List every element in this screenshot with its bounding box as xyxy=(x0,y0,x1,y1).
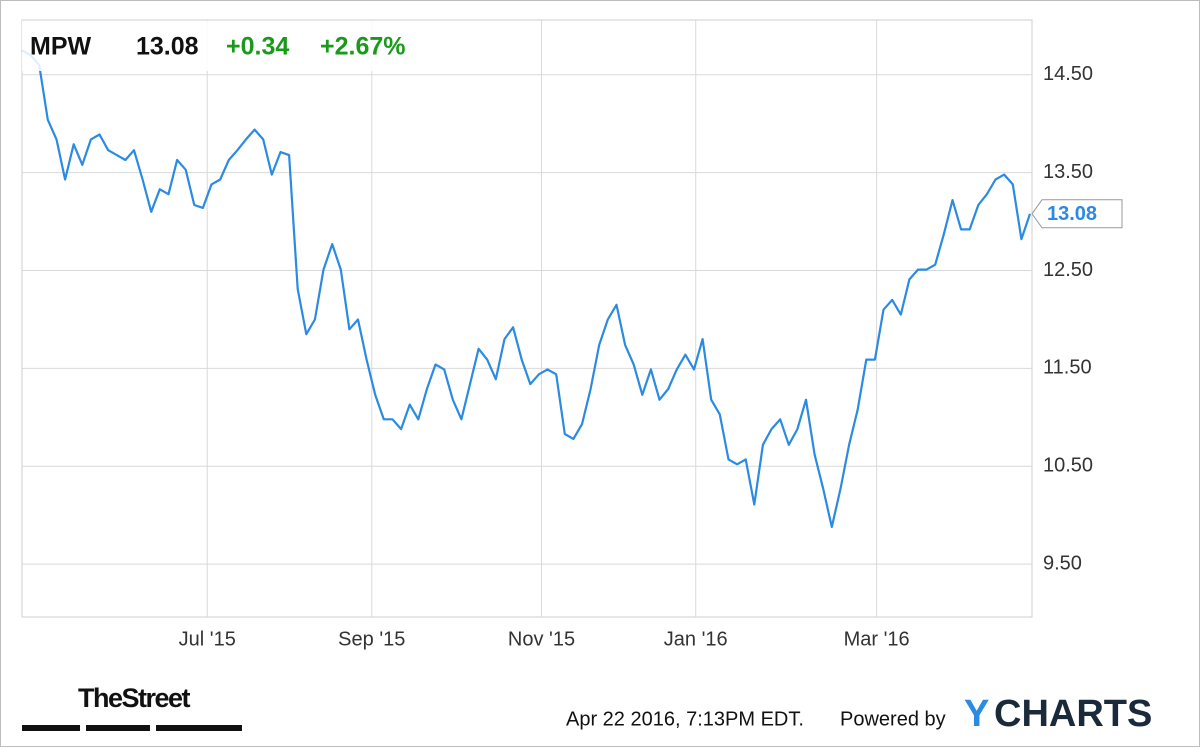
grid xyxy=(22,20,1032,617)
powered-by: Powered by xyxy=(840,708,946,730)
last-value-label: 13.08 xyxy=(1047,203,1097,225)
y-tick-label: 12.50 xyxy=(1043,259,1093,281)
logo-bar xyxy=(22,725,80,731)
last-value-tag xyxy=(1031,199,1123,229)
y-tick-label: 10.50 xyxy=(1043,455,1093,477)
x-tick-label: Jan '16 xyxy=(664,628,728,650)
y-tick-label: 14.50 xyxy=(1043,63,1093,85)
y-tick-label: 9.50 xyxy=(1043,552,1082,574)
logo-rest: CHARTS xyxy=(994,693,1152,735)
symbol: MPW xyxy=(30,33,92,61)
source-logo: TheStreet xyxy=(78,683,191,713)
y-tick-label: 13.50 xyxy=(1043,161,1093,183)
x-tick-label: Jul '15 xyxy=(179,628,236,650)
header-box xyxy=(22,21,446,71)
change-pct: +2.67% xyxy=(320,33,406,61)
x-tick-label: Sep '15 xyxy=(338,628,405,650)
logo-y: Y xyxy=(964,693,989,735)
price: 13.08 xyxy=(136,33,199,61)
x-tick-label: Nov '15 xyxy=(508,628,575,650)
logo-bar xyxy=(156,725,242,731)
price-line xyxy=(21,49,1032,529)
plot-area xyxy=(21,19,1033,618)
timestamp: Apr 22 2016, 7:13PM EDT. xyxy=(566,708,804,730)
logo-bar xyxy=(86,725,150,731)
y-tick-label: 11.50 xyxy=(1043,357,1092,379)
lines xyxy=(21,49,1032,529)
change: +0.34 xyxy=(226,33,289,61)
x-tick-label: Mar '16 xyxy=(844,628,910,650)
